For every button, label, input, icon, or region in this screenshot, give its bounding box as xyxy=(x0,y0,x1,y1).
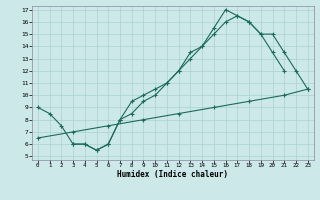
X-axis label: Humidex (Indice chaleur): Humidex (Indice chaleur) xyxy=(117,170,228,179)
